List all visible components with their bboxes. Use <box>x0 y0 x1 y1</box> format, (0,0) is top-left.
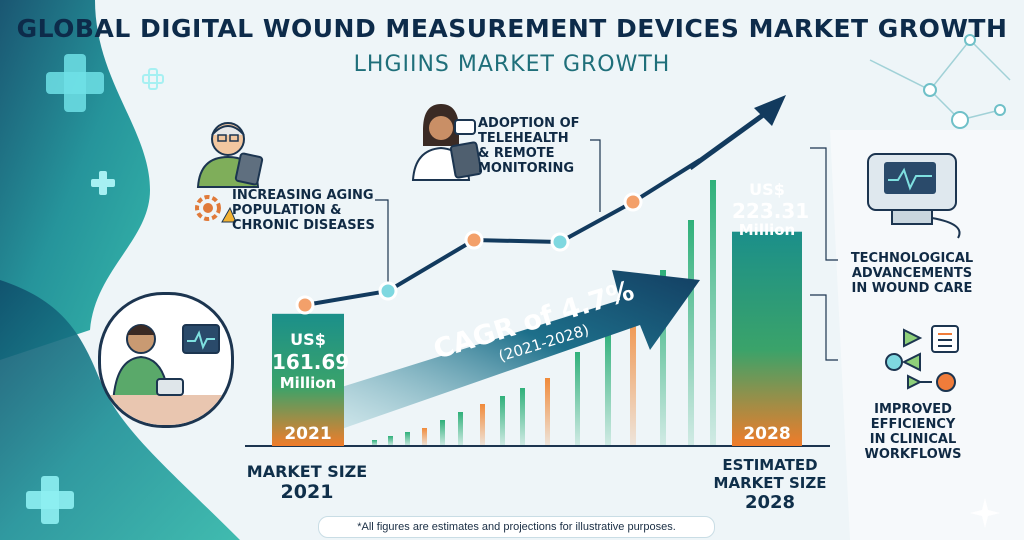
patient-illustration <box>98 292 234 428</box>
bar-2028-currency: US$ <box>749 180 785 199</box>
bar-2021-unit: Million <box>279 374 337 392</box>
bar-2028 <box>732 231 802 446</box>
footnote: *All figures are estimates and projectio… <box>318 516 715 538</box>
plus-cross-icon <box>26 476 74 524</box>
patient-monitor-icon <box>101 324 231 425</box>
trend-point <box>550 232 570 252</box>
trend-point <box>464 230 484 250</box>
driver-tech-label: TECHNOLOGICAL ADVANCEMENTS IN WOUND CARE <box>850 251 974 296</box>
trend-point <box>623 192 643 212</box>
medical-device-icon <box>867 153 961 239</box>
market-size-2028-label: ESTIMATED MARKET SIZE 2028 <box>713 456 827 513</box>
page-title: GLOBAL DIGITAL WOUND MEASUREMENT DEVICES… <box>16 14 1008 43</box>
plus-cross-icon <box>142 68 164 90</box>
bar-2028-unit: Million <box>738 221 796 239</box>
bar-2021 <box>272 313 344 446</box>
driver-telehealth-label: ADOPTION OF TELEHEALTH & REMOTE MONITORING <box>478 116 580 176</box>
trend-point <box>295 295 315 315</box>
bar-2021-year: 2021 <box>284 424 332 444</box>
market-size-2021-label: MARKET SIZE 2021 <box>246 462 368 503</box>
gear-warning-icon <box>195 195 236 223</box>
page-subtitle: LHGIINS MARKET GROWTH <box>353 52 671 77</box>
workflow-icon <box>885 325 959 392</box>
plus-cross-icon <box>46 54 104 112</box>
driver-aging-label: INCREASING AGING POPULATION & CHRONIC DISE… <box>232 188 375 233</box>
bar-2021-value: 161.69 <box>272 350 350 374</box>
bar-2028-year: 2028 <box>743 424 791 444</box>
sparkle-icon <box>970 498 1000 528</box>
plus-cross-icon <box>91 171 115 195</box>
driver-efficiency-label: IMPROVED EFFICIENCY IN CLINICAL WORKFLOWS <box>864 402 962 462</box>
bar-2028-value: 223.31 <box>732 199 810 223</box>
bar-2021-currency: US$ <box>290 330 326 349</box>
doctor-icon <box>411 104 483 181</box>
trend-point <box>378 281 398 301</box>
elderly-person-icon <box>196 122 264 188</box>
